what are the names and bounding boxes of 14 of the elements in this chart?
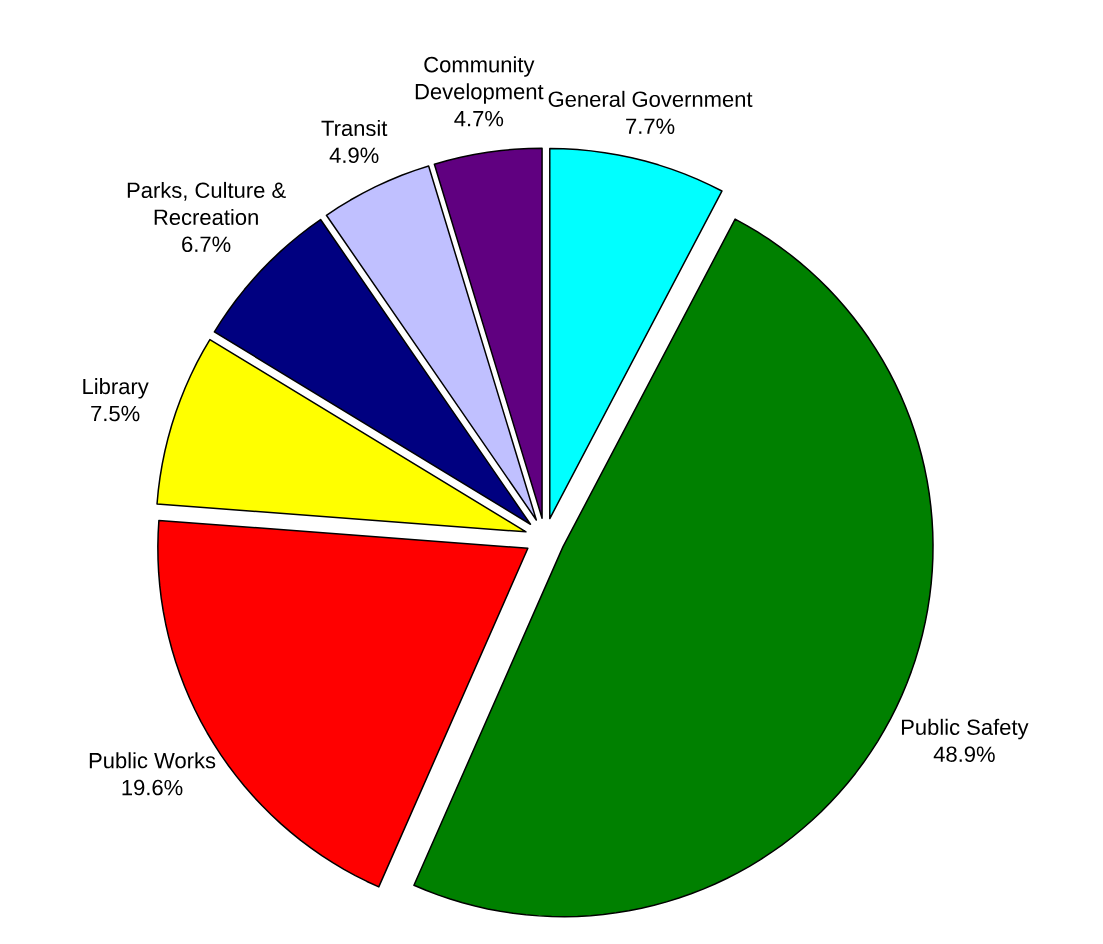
data-label: 19.6% [122,779,183,796]
data-label: 6.7% [182,236,231,253]
slice-label: Parks, Culture & Recreation [127,181,286,226]
data-label: 4.9% [329,147,379,164]
slice-label: Public Works [89,752,216,769]
slice-label: Public Safety [901,718,1029,740]
slice-label: General Government [548,90,753,107]
data-label: 7.7% [626,118,675,134]
data-label: 7.5% [91,405,140,422]
slice-label: Transit [321,119,388,137]
data-label: 4.7% [454,110,504,127]
slice-label: Library [83,378,149,399]
slice-label: Community Development [415,56,544,104]
data-label: 48.9% [933,746,995,763]
